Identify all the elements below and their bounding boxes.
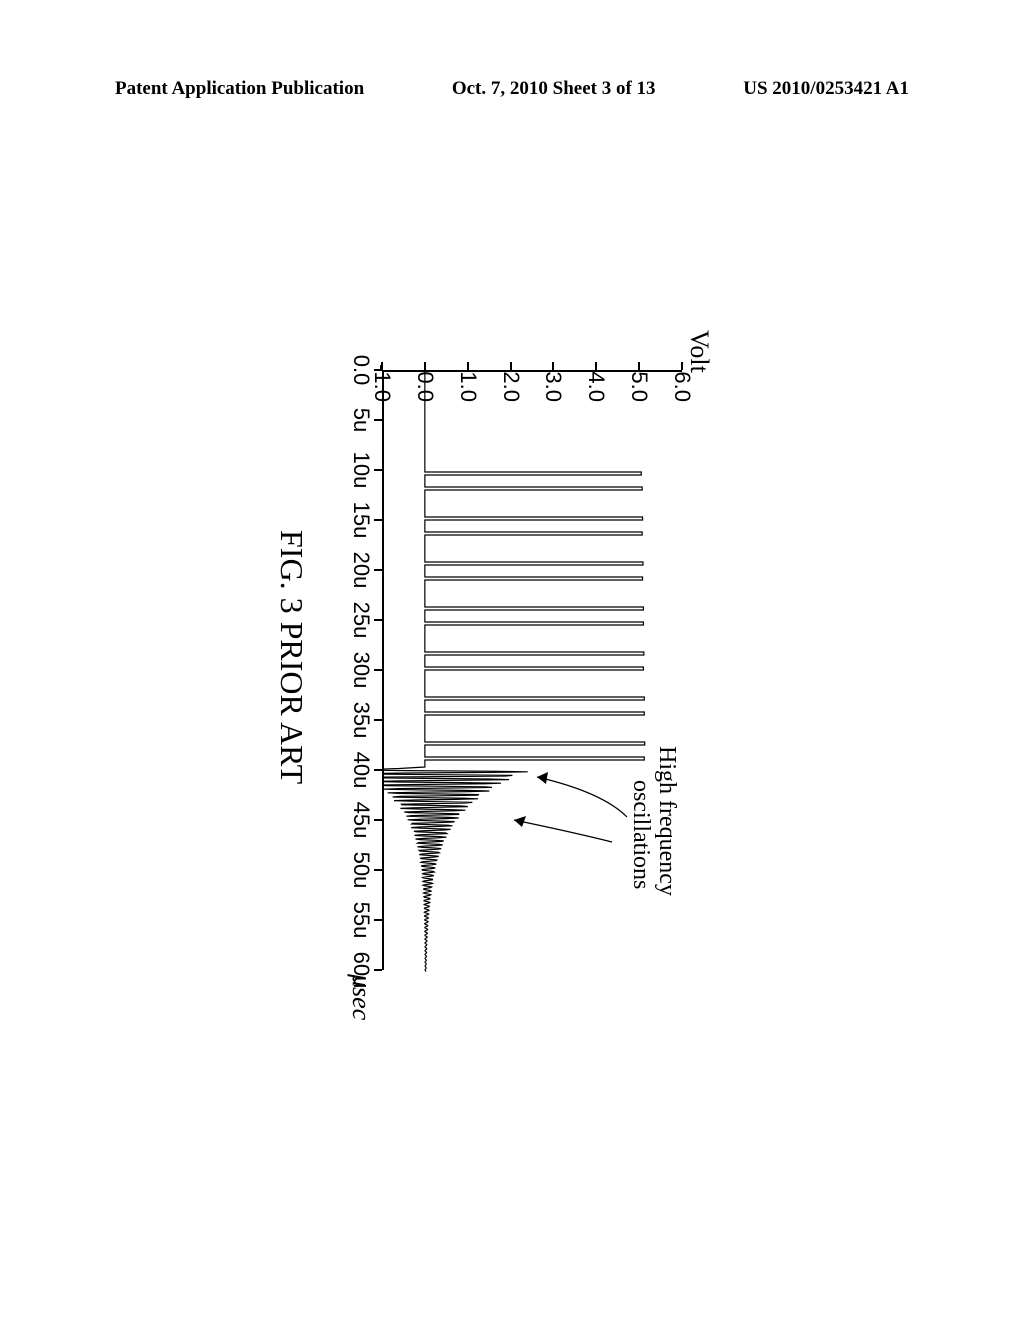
figure-caption: FIG. 3 PRIOR ART	[273, 530, 310, 784]
y-tick	[424, 362, 426, 370]
header-left: Patent Application Publication	[115, 78, 364, 100]
y-tick	[510, 362, 512, 370]
annotation-line1: High frequency	[653, 746, 680, 896]
header-right: US 2010/0253421 A1	[743, 78, 909, 100]
y-tick-label: 3.0	[540, 371, 566, 402]
x-tick-label: 45u	[348, 802, 374, 839]
x-tick-label: 60u	[348, 952, 374, 989]
chart-area: Volt μsec 6.05.04.03.02.01.00.0-1.0 0.05…	[302, 310, 722, 1010]
x-tick	[374, 669, 382, 671]
x-tick-label: 30u	[348, 652, 374, 689]
x-tick-label: 0.0	[348, 355, 374, 386]
y-tick	[552, 362, 554, 370]
y-axis-label: Volt	[684, 330, 714, 373]
x-tick-label: 20u	[348, 552, 374, 589]
x-tick-label: 5u	[348, 408, 374, 432]
annotation-line2: oscillations	[627, 780, 654, 889]
x-tick	[374, 769, 382, 771]
y-tick	[467, 362, 469, 370]
y-tick-label: 2.0	[498, 371, 524, 402]
x-tick	[374, 469, 382, 471]
x-tick	[374, 569, 382, 571]
y-tick-label: 0.0	[412, 371, 438, 402]
x-tick	[374, 719, 382, 721]
y-tick-label: 6.0	[669, 371, 695, 402]
page-header: Patent Application Publication Oct. 7, 2…	[0, 78, 1024, 100]
y-tick-label: 5.0	[626, 371, 652, 402]
header-center: Oct. 7, 2010 Sheet 3 of 13	[452, 78, 656, 100]
x-tick	[374, 919, 382, 921]
x-tick-label: 35u	[348, 702, 374, 739]
x-tick	[374, 619, 382, 621]
y-tick-label: 1.0	[455, 371, 481, 402]
y-tick	[681, 362, 683, 370]
x-tick-label: 10u	[348, 452, 374, 489]
y-tick	[595, 362, 597, 370]
x-tick	[374, 869, 382, 871]
x-tick	[374, 419, 382, 421]
x-tick-label: 50u	[348, 852, 374, 889]
x-tick-label: 40u	[348, 752, 374, 789]
y-tick	[638, 362, 640, 370]
x-tick-label: 15u	[348, 502, 374, 539]
rotated-figure-wrapper: Volt μsec 6.05.04.03.02.01.00.0-1.0 0.05…	[302, 310, 722, 1010]
y-tick-label: 4.0	[583, 371, 609, 402]
x-tick	[374, 819, 382, 821]
x-tick	[374, 519, 382, 521]
x-tick-label: 25u	[348, 602, 374, 639]
x-tick-label: 55u	[348, 902, 374, 939]
x-tick	[374, 969, 382, 971]
x-tick	[374, 369, 382, 371]
